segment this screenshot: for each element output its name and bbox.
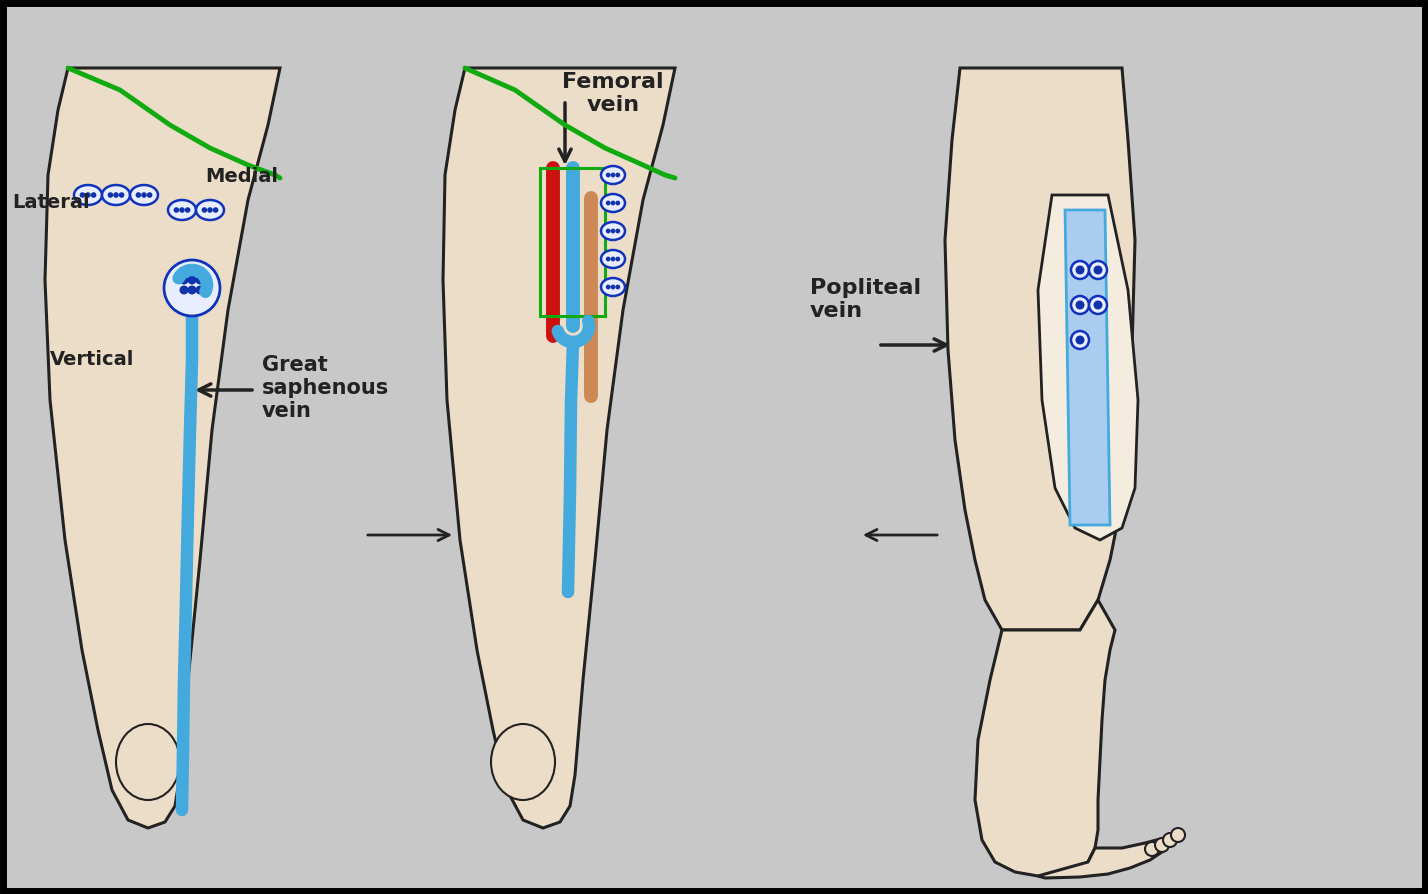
Circle shape — [201, 207, 207, 213]
Circle shape — [1090, 261, 1107, 279]
Ellipse shape — [601, 222, 625, 240]
Circle shape — [605, 257, 611, 261]
Text: Lateral: Lateral — [11, 193, 90, 212]
Circle shape — [605, 200, 611, 206]
Circle shape — [196, 275, 204, 284]
Circle shape — [605, 173, 611, 177]
Circle shape — [1162, 833, 1177, 847]
Circle shape — [1075, 335, 1084, 344]
Circle shape — [91, 192, 97, 198]
Circle shape — [1090, 296, 1107, 314]
Circle shape — [187, 285, 197, 294]
Circle shape — [164, 260, 220, 316]
Ellipse shape — [601, 166, 625, 184]
Polygon shape — [443, 68, 675, 828]
Circle shape — [178, 207, 184, 213]
Circle shape — [207, 207, 213, 213]
Text: Femoral
vein: Femoral vein — [563, 72, 664, 115]
Circle shape — [119, 192, 124, 198]
Circle shape — [611, 200, 615, 206]
Polygon shape — [945, 68, 1135, 630]
Circle shape — [605, 284, 611, 290]
Circle shape — [136, 192, 141, 198]
Circle shape — [1145, 842, 1160, 856]
Ellipse shape — [74, 185, 101, 205]
Circle shape — [113, 192, 119, 198]
Circle shape — [180, 275, 188, 284]
Polygon shape — [1065, 210, 1110, 525]
Polygon shape — [1038, 838, 1168, 878]
Circle shape — [107, 192, 113, 198]
Text: Popliteal
vein: Popliteal vein — [810, 278, 921, 321]
Circle shape — [611, 257, 615, 261]
Ellipse shape — [601, 250, 625, 268]
Bar — [540, 168, 605, 316]
Polygon shape — [1038, 195, 1138, 540]
Circle shape — [615, 257, 620, 261]
Circle shape — [615, 200, 620, 206]
Circle shape — [1094, 300, 1102, 309]
Circle shape — [1071, 296, 1090, 314]
Circle shape — [611, 229, 615, 233]
Polygon shape — [975, 600, 1115, 876]
Circle shape — [86, 192, 91, 198]
Ellipse shape — [116, 724, 180, 800]
Ellipse shape — [601, 194, 625, 212]
Circle shape — [605, 229, 611, 233]
Text: Medial: Medial — [206, 167, 278, 186]
Ellipse shape — [196, 200, 224, 220]
Ellipse shape — [169, 200, 196, 220]
Circle shape — [611, 284, 615, 290]
Circle shape — [196, 285, 204, 294]
Circle shape — [180, 285, 188, 294]
Circle shape — [611, 173, 615, 177]
Circle shape — [1071, 261, 1090, 279]
Ellipse shape — [601, 278, 625, 296]
Circle shape — [615, 173, 620, 177]
Circle shape — [615, 229, 620, 233]
Circle shape — [1171, 828, 1185, 842]
Circle shape — [1094, 266, 1102, 274]
Text: Great
saphenous
vein: Great saphenous vein — [261, 355, 390, 421]
Circle shape — [187, 275, 197, 284]
Circle shape — [1075, 300, 1084, 309]
Circle shape — [213, 207, 218, 213]
Circle shape — [1155, 838, 1170, 852]
Circle shape — [80, 192, 86, 198]
Circle shape — [1071, 331, 1090, 349]
Ellipse shape — [130, 185, 159, 205]
Text: Vertical: Vertical — [50, 350, 134, 369]
Circle shape — [184, 207, 190, 213]
Ellipse shape — [491, 724, 555, 800]
Circle shape — [141, 192, 147, 198]
Circle shape — [174, 207, 178, 213]
Polygon shape — [46, 68, 280, 828]
Circle shape — [1075, 266, 1084, 274]
Ellipse shape — [101, 185, 130, 205]
Circle shape — [147, 192, 153, 198]
Circle shape — [615, 284, 620, 290]
